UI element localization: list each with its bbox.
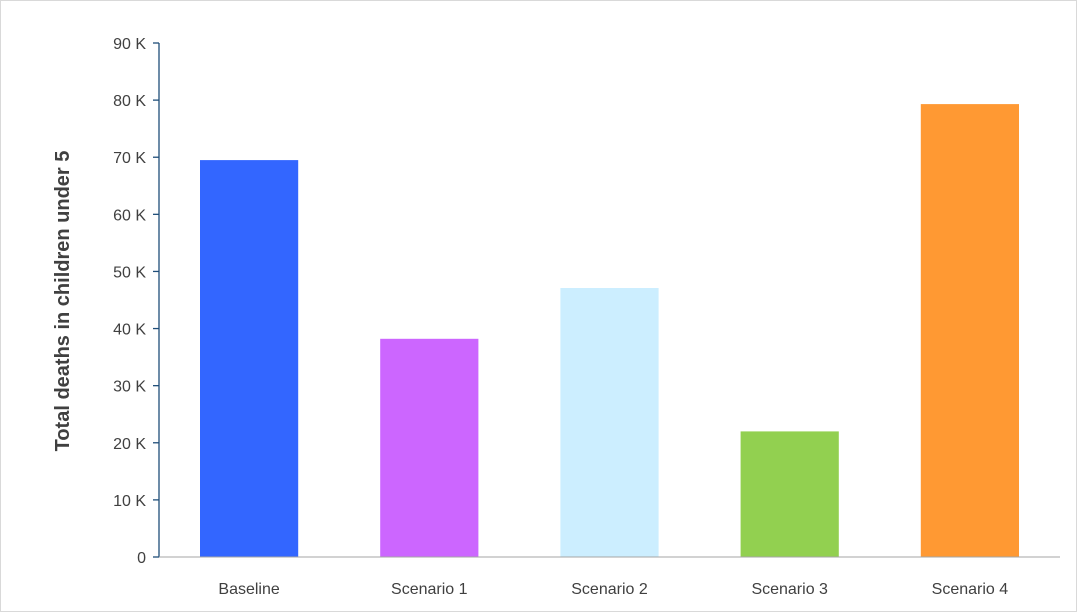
y-axis-title: Total deaths in children under 5 [52,151,74,452]
y-tick-label: 90 K [113,36,146,53]
bars-group [200,104,1019,557]
y-tick-label: 10 K [113,493,146,510]
bar-scenario-4 [920,104,1019,557]
y-tick-label: 70 K [113,150,146,167]
y-tick-label: 30 K [113,379,146,396]
y-axis: 0 10 K 20 K 30 K 40 K 50 K 60 K 70 K 80 K 90 K [113,36,160,567]
y-tick-label: 50 K [113,264,146,281]
x-tick-label: Scenario 1 [391,581,468,598]
y-tick-label: 80 K [113,93,146,110]
y-tick-label: 60 K [113,207,146,224]
bar-scenario-2 [560,288,659,557]
x-axis: Baseline Scenario 1 Scenario 2 Scenario 3 Sc… [159,556,1060,598]
x-tick-label: Baseline [218,581,279,598]
y-tick-label: 40 K [113,322,146,339]
x-tick-label: Scenario 2 [571,581,648,598]
y-tick-label: 0 [137,550,146,567]
y-tick-label: 20 K [113,436,146,453]
x-tick-label: Scenario 3 [751,581,828,598]
bar-scenario-1 [380,338,479,557]
bar-baseline [200,160,299,557]
x-tick-label: Scenario 4 [932,581,1009,598]
bar-scenario-3 [740,431,839,557]
